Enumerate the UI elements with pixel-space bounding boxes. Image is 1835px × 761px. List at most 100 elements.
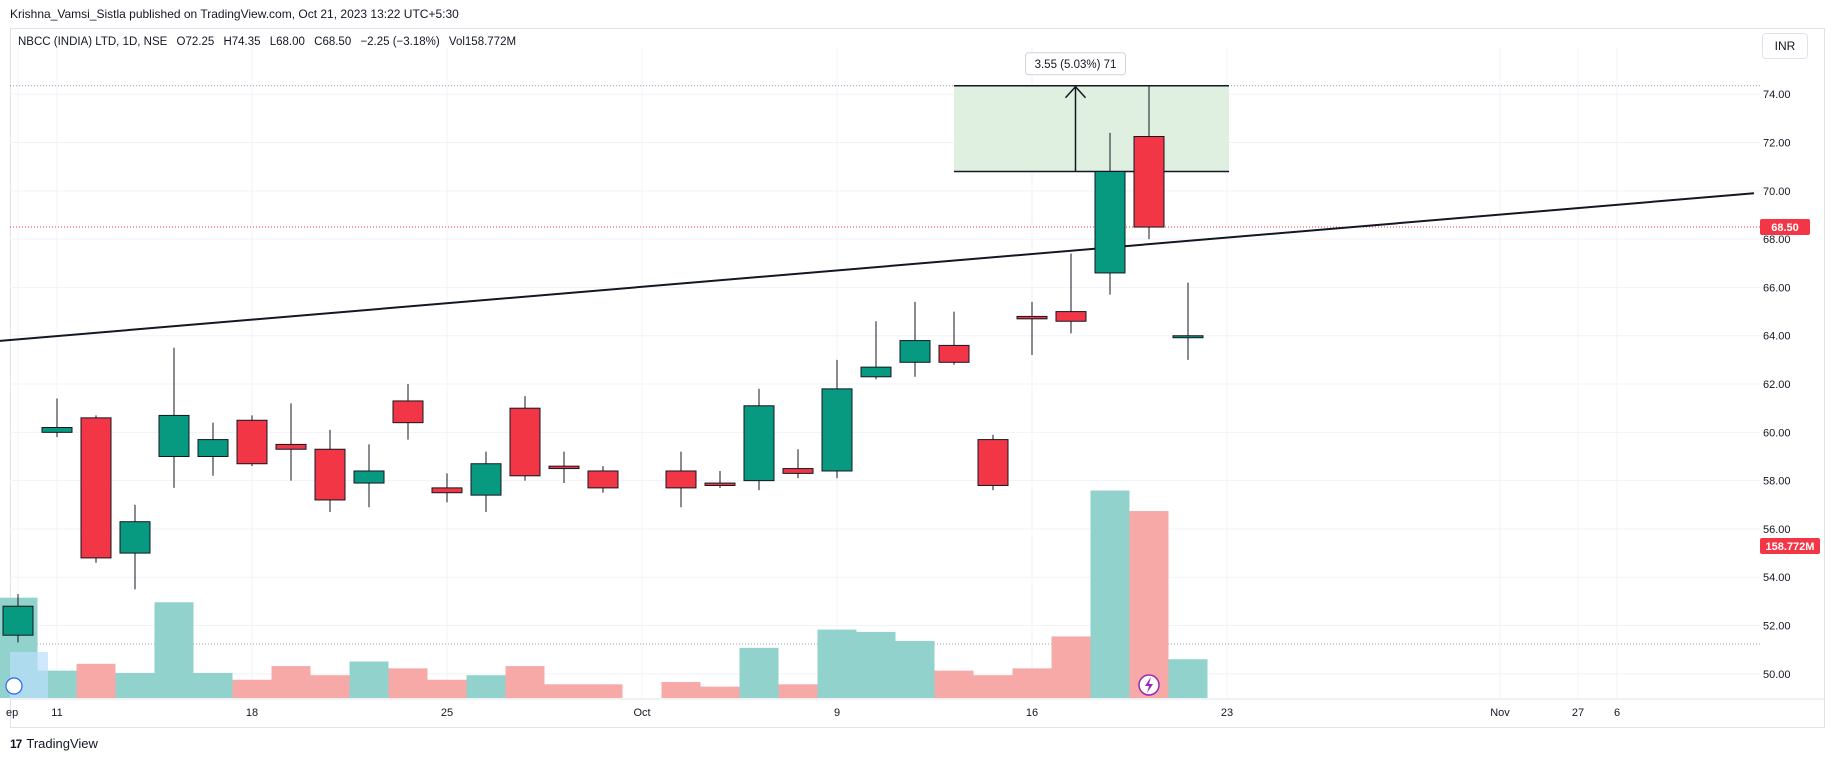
price-tick-label: 68.00 bbox=[1763, 234, 1791, 246]
candle bbox=[353, 444, 385, 508]
candle bbox=[392, 384, 424, 440]
time-tick-label: 18 bbox=[246, 707, 258, 719]
time-tick-label: 23 bbox=[1221, 707, 1233, 719]
candle-body bbox=[119, 521, 151, 554]
candle bbox=[548, 451, 580, 484]
price-tick-label: 66.00 bbox=[1763, 282, 1791, 294]
candle-body bbox=[236, 419, 268, 465]
time-tick-label: Nov bbox=[1490, 707, 1510, 719]
candle bbox=[314, 429, 346, 513]
volume-bar bbox=[973, 675, 1013, 698]
volume-bar bbox=[154, 602, 194, 698]
price-tick-label: 60.00 bbox=[1763, 427, 1791, 439]
chart-frame bbox=[10, 28, 1825, 728]
candle bbox=[41, 398, 73, 438]
last-price-badge: 68.50 bbox=[1760, 219, 1810, 236]
candle bbox=[509, 396, 541, 481]
lightning-badge-icon bbox=[1138, 674, 1160, 696]
legend-open: O72.25 bbox=[176, 36, 215, 48]
last-volume-badge-bg bbox=[1760, 538, 1820, 554]
time-tick-label: 6 bbox=[1614, 707, 1620, 719]
legend-volume: Vol158.772M bbox=[448, 36, 517, 48]
candle-body bbox=[665, 470, 697, 489]
candle bbox=[821, 359, 853, 479]
candle-body bbox=[1133, 135, 1165, 228]
volume-bar bbox=[1012, 668, 1052, 698]
volume-bar bbox=[388, 668, 428, 698]
time-tick-label: 9 bbox=[834, 707, 840, 719]
price-range-label-group: 3.55 (5.03%) 71 bbox=[1025, 52, 1126, 76]
candle-body bbox=[80, 417, 112, 559]
candle-body bbox=[782, 468, 814, 474]
candle bbox=[704, 470, 736, 488]
candle bbox=[938, 311, 970, 365]
candle-body bbox=[392, 400, 424, 424]
time-tick-label: 11 bbox=[51, 707, 62, 719]
candle-body bbox=[314, 448, 346, 501]
time-tick-label: ep bbox=[6, 707, 18, 719]
volume-bar bbox=[700, 686, 740, 698]
candle-body bbox=[1172, 335, 1204, 339]
candle-body bbox=[938, 344, 970, 363]
candle-body bbox=[2, 605, 34, 636]
last-volume-badge: 158.772M bbox=[1760, 538, 1820, 554]
time-tick-label: 27 bbox=[1572, 707, 1584, 719]
legend-high: H74.35 bbox=[223, 36, 261, 48]
symbol-legend: NBCC (INDIA) LTD, 1D, NSE O72.25 H74.35 … bbox=[18, 36, 522, 48]
volume-bar bbox=[934, 670, 974, 698]
candle bbox=[197, 422, 229, 476]
candle-body bbox=[977, 439, 1009, 486]
last-price-badge-text: 68.50 bbox=[1771, 222, 1799, 234]
candle-body bbox=[431, 487, 463, 494]
price-range-label: 3.55 (5.03%) 71 bbox=[1035, 59, 1117, 71]
volume-bar bbox=[895, 641, 935, 698]
price-tick-label: 54.00 bbox=[1763, 572, 1791, 584]
candle-body bbox=[353, 470, 385, 484]
currency-button[interactable]: INR bbox=[1762, 33, 1808, 59]
candle bbox=[782, 449, 814, 479]
candle bbox=[158, 347, 190, 488]
candle bbox=[743, 388, 775, 491]
candle-body bbox=[1055, 311, 1087, 322]
price-tick-label: 62.00 bbox=[1763, 379, 1791, 391]
candle-body bbox=[41, 427, 73, 433]
candle-body bbox=[1094, 171, 1126, 274]
legend-close: C68.50 bbox=[314, 36, 352, 48]
volume-bar bbox=[1129, 511, 1169, 698]
volume-bar bbox=[505, 666, 545, 698]
price-tick-label: 52.00 bbox=[1763, 621, 1791, 633]
time-tick-label: 16 bbox=[1026, 707, 1038, 719]
candle bbox=[899, 301, 931, 377]
price-tick-label: 58.00 bbox=[1763, 476, 1791, 488]
candle-body bbox=[1016, 315, 1048, 320]
candle bbox=[2, 594, 34, 643]
legend-symbol[interactable]: NBCC (INDIA) LTD, 1D, NSE bbox=[18, 36, 168, 48]
candle bbox=[431, 473, 463, 503]
candle-body bbox=[704, 482, 736, 486]
candle-body bbox=[158, 414, 190, 457]
candle bbox=[1055, 253, 1087, 334]
legend-low: L68.00 bbox=[269, 36, 305, 48]
volume-bar bbox=[115, 672, 155, 698]
tradingview-logo-icon: 17 bbox=[10, 736, 22, 751]
volume-bar bbox=[193, 672, 233, 698]
price-tick-label: 74.00 bbox=[1763, 89, 1791, 101]
volume-bar bbox=[1168, 659, 1208, 698]
candle-body bbox=[275, 443, 307, 450]
candle bbox=[665, 451, 697, 508]
candle-body bbox=[548, 465, 580, 470]
candle bbox=[977, 434, 1009, 491]
candle bbox=[1133, 85, 1165, 240]
price-range-area bbox=[954, 85, 1229, 172]
price-tick-label: 70.00 bbox=[1763, 186, 1791, 198]
price-tick-label: 64.00 bbox=[1763, 331, 1791, 343]
candle bbox=[236, 415, 268, 467]
price-axis: 74.00 72.00 70.00 68.00 66.00 64.00 62.00 60.00… bbox=[1763, 89, 1791, 681]
legend-change: −2.25 (−3.18%) bbox=[360, 36, 440, 48]
candle-body bbox=[860, 366, 892, 378]
left-edge-badge-icon bbox=[5, 677, 23, 695]
candle bbox=[587, 466, 619, 493]
candle bbox=[1172, 282, 1204, 360]
volume-bar bbox=[232, 679, 272, 698]
